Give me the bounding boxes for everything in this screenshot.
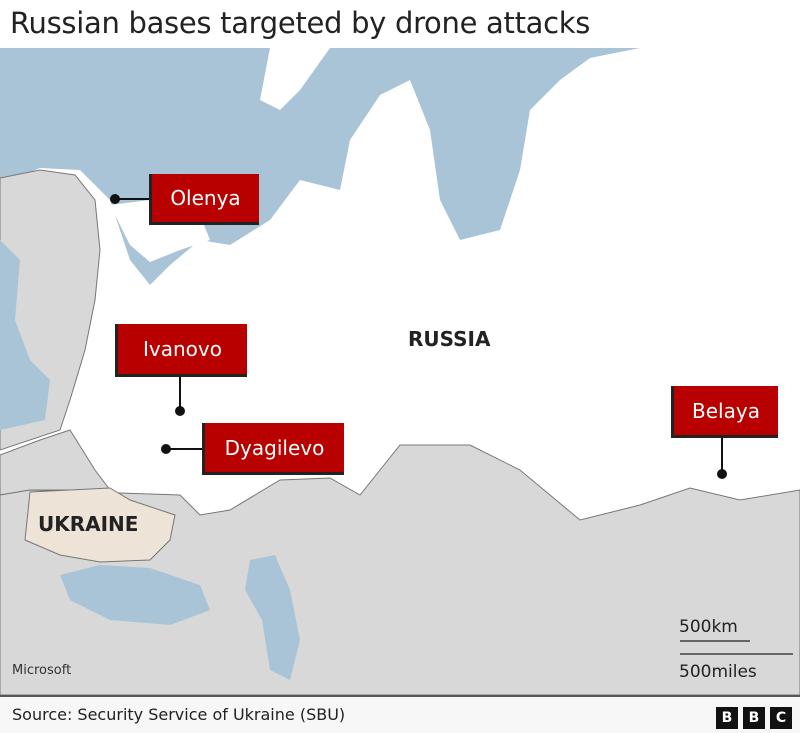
black-sea — [60, 565, 210, 625]
scale-km-label: 500km — [679, 617, 738, 637]
dyagilevo-marker — [161, 444, 171, 454]
ukraine — [24, 487, 176, 563]
baltic-sea — [0, 240, 50, 430]
base-label-olenya: Olenya — [149, 174, 259, 225]
northern-islands — [260, 48, 330, 110]
scale-miles-label: 500miles — [679, 662, 757, 682]
footer: Source: Security Service of Ukraine (SBU… — [0, 695, 800, 733]
map-title: Russian bases targeted by drone attacks — [10, 6, 591, 40]
country-label-russia: RUSSIA — [408, 327, 491, 351]
country-label-ukraine: UKRAINE — [38, 512, 139, 536]
base-label-belaya: Belaya — [671, 386, 778, 438]
base-label-ivanovo: Ivanovo — [115, 324, 247, 377]
attribution: Microsoft — [12, 663, 72, 678]
olenya-marker — [110, 194, 120, 204]
base-label-dyagilevo: Dyagilevo — [202, 423, 344, 475]
source-text: Source: Security Service of Ukraine (SBU… — [12, 705, 346, 724]
bbc-logo-b1: B — [716, 707, 738, 729]
bbc-logo-c: C — [770, 707, 792, 729]
southern-lands — [0, 444, 800, 695]
bbc-logo-b2: B — [743, 707, 765, 729]
caspian-sea — [245, 555, 300, 680]
ivanovo-marker — [175, 406, 185, 416]
belaya-marker — [717, 469, 727, 479]
map — [0, 48, 800, 695]
